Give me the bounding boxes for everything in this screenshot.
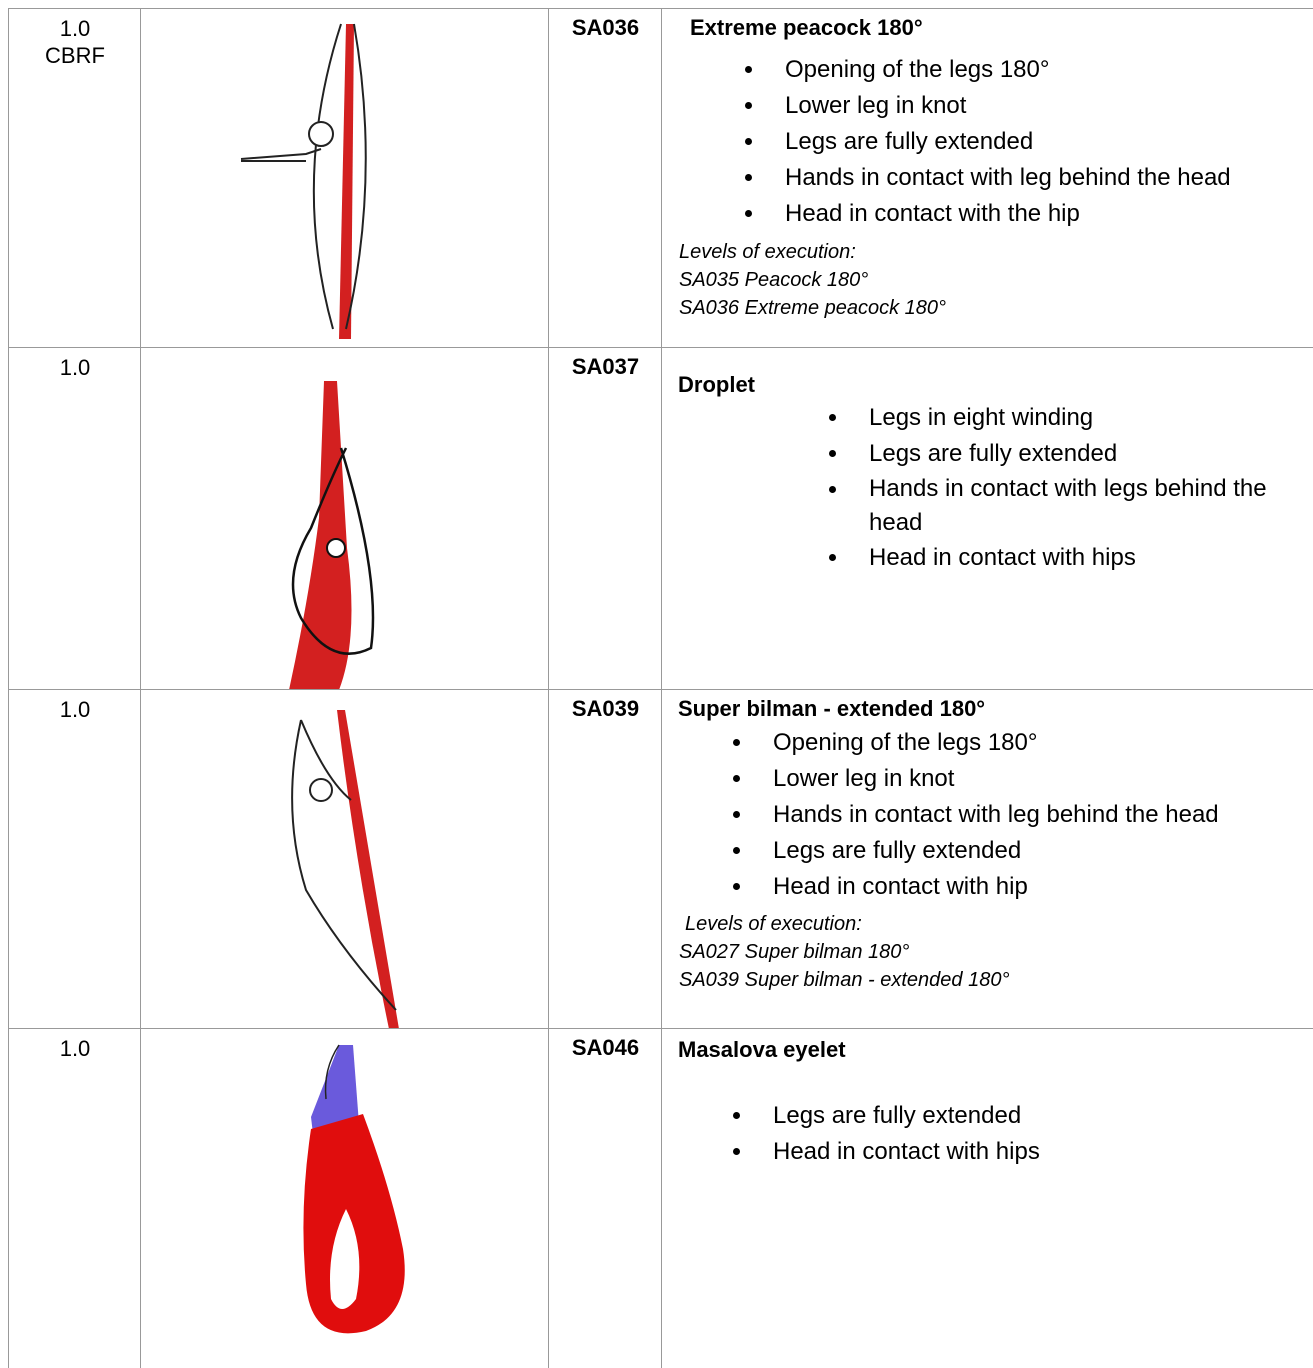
criterion: Legs are fully extended — [733, 833, 1219, 869]
drawing-part — [308, 121, 334, 147]
description: Droplet Legs in eight winding Legs are fu… — [661, 348, 1313, 690]
criterion: Head in contact with hip — [733, 869, 1219, 905]
image-cell — [140, 1029, 549, 1368]
description: Masalova eyelet Legs are fully extended H… — [661, 1029, 1313, 1368]
drawing-part — [289, 381, 352, 690]
value-cell: 1.0 — [8, 348, 141, 690]
image-cell — [140, 690, 549, 1029]
value: 1.0 — [59, 16, 91, 41]
code: SA039 — [548, 690, 662, 1029]
code: SA046 — [548, 1029, 662, 1368]
title: Masalova eyelet — [678, 1037, 846, 1062]
value: 1.0 — [59, 697, 91, 722]
criterion: Head in contact with the hip — [745, 196, 1231, 232]
drawing-part — [337, 710, 399, 1029]
code: SA037 — [548, 348, 662, 690]
drawing-part — [291, 719, 397, 1011]
criterion: Legs are fully extended — [733, 1098, 1040, 1134]
drawing-part — [326, 538, 346, 558]
value-cell: 1.0 CBRF — [8, 9, 141, 348]
drawing-part — [330, 1209, 360, 1309]
criteria: Legs are fully extended Head in contact w… — [733, 1098, 1040, 1170]
value: 1.0 — [59, 1036, 91, 1061]
criteria: Opening of the legs 180° Lower leg in kno… — [733, 725, 1219, 905]
levels: Levels of execution: SA027 Super bilman 1… — [679, 910, 1009, 994]
level: SA039 Super bilman - extended 180° — [679, 969, 1010, 991]
drawing-part — [240, 148, 322, 162]
criterion: Opening of the legs 180° — [745, 52, 1231, 88]
image-cell — [140, 348, 549, 690]
drawing-part — [339, 24, 354, 339]
drawing-part — [291, 447, 375, 655]
drawing-part — [303, 1114, 405, 1334]
description: Extreme peacock 180° Opening of the legs… — [661, 9, 1313, 348]
criterion: Lower leg in knot — [733, 761, 1219, 797]
criterion: Hands in contact with leg behind the hea… — [745, 160, 1231, 196]
illustration — [240, 23, 367, 339]
levels: Levels of execution: SA035 Peacock 180° SA… — [679, 238, 946, 322]
criterion: Legs in eight winding — [829, 400, 1289, 436]
criteria: Opening of the legs 180° Lower leg in kno… — [745, 52, 1231, 232]
title: Droplet — [678, 372, 755, 397]
table-row: 1.0 CBRF SA036 Extreme peacock 180° Openi… — [8, 8, 1313, 348]
value-cell: 1.0 — [8, 1029, 141, 1368]
level: SA035 Peacock 180° — [679, 269, 869, 291]
levels-heading: Levels of execution: — [679, 241, 856, 263]
note: CBRF — [45, 43, 105, 68]
table-row: 1.0 SA039 Super bilman - extended 180° O… — [8, 689, 1313, 1029]
image-cell — [140, 9, 549, 348]
title: Super bilman - extended 180° — [678, 696, 986, 721]
criteria: Legs in eight winding Legs are fully exte… — [829, 400, 1289, 576]
criterion: Legs are fully extended — [829, 436, 1289, 472]
drawing-part — [324, 1044, 340, 1100]
level: SA036 Extreme peacock 180° — [679, 297, 947, 319]
value: 1.0 — [59, 355, 91, 380]
drawing-part — [311, 1045, 359, 1134]
table-row: 1.0 SA046 Masalova eyelet Legs are fully… — [8, 1028, 1313, 1368]
title: Extreme peacock 180° — [690, 15, 923, 40]
criterion: Hands in contact with leg behind the hea… — [733, 797, 1219, 833]
table-row: 1.0 SA037 Droplet Legs in eight winding L… — [8, 347, 1313, 690]
criterion: Lower leg in knot — [745, 88, 1231, 124]
illustration — [291, 710, 399, 1029]
illustration — [303, 1044, 405, 1334]
illustration — [289, 381, 375, 690]
levels-heading: Levels of execution: — [685, 913, 862, 935]
drawing-part — [309, 778, 333, 802]
code: SA036 — [548, 9, 662, 348]
value-cell: 1.0 — [8, 690, 141, 1029]
criterion: Head in contact with hips — [733, 1134, 1040, 1170]
description: Super bilman - extended 180° Opening of … — [661, 690, 1313, 1029]
drawing-part — [312, 23, 367, 330]
criterion: Legs are fully extended — [745, 124, 1231, 160]
criterion: Head in contact with hips — [829, 540, 1289, 576]
criterion: Opening of the legs 180° — [733, 725, 1219, 761]
level: SA027 Super bilman 180° — [679, 941, 910, 963]
criterion: Hands in contact with legs behind the he… — [829, 472, 1289, 540]
